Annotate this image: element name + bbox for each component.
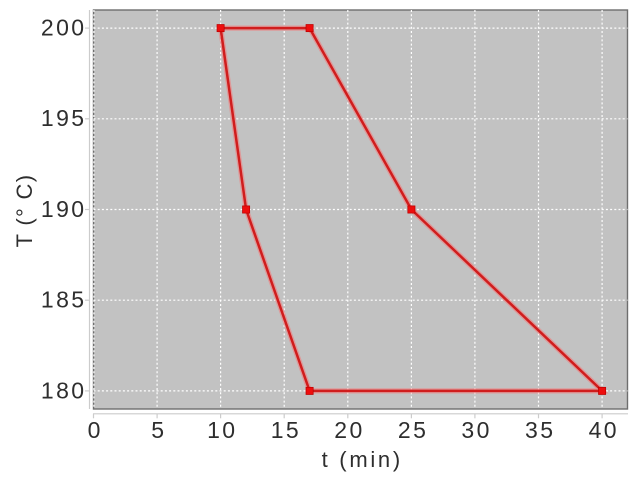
svg-text:200: 200 (41, 15, 87, 41)
svg-text:195: 195 (41, 105, 87, 131)
svg-text:0: 0 (88, 417, 103, 443)
svg-text:T (° C): T (° C) (12, 174, 37, 248)
svg-text:10: 10 (207, 417, 237, 443)
svg-text:t (min): t (min) (322, 447, 403, 472)
svg-text:20: 20 (334, 417, 364, 443)
svg-text:15: 15 (271, 417, 301, 443)
svg-text:180: 180 (41, 377, 87, 403)
svg-text:5: 5 (151, 417, 166, 443)
svg-text:30: 30 (461, 417, 491, 443)
svg-text:40: 40 (589, 417, 619, 443)
svg-text:190: 190 (41, 196, 87, 222)
svg-text:185: 185 (41, 287, 87, 313)
svg-text:35: 35 (525, 417, 555, 443)
svg-text:25: 25 (398, 417, 428, 443)
